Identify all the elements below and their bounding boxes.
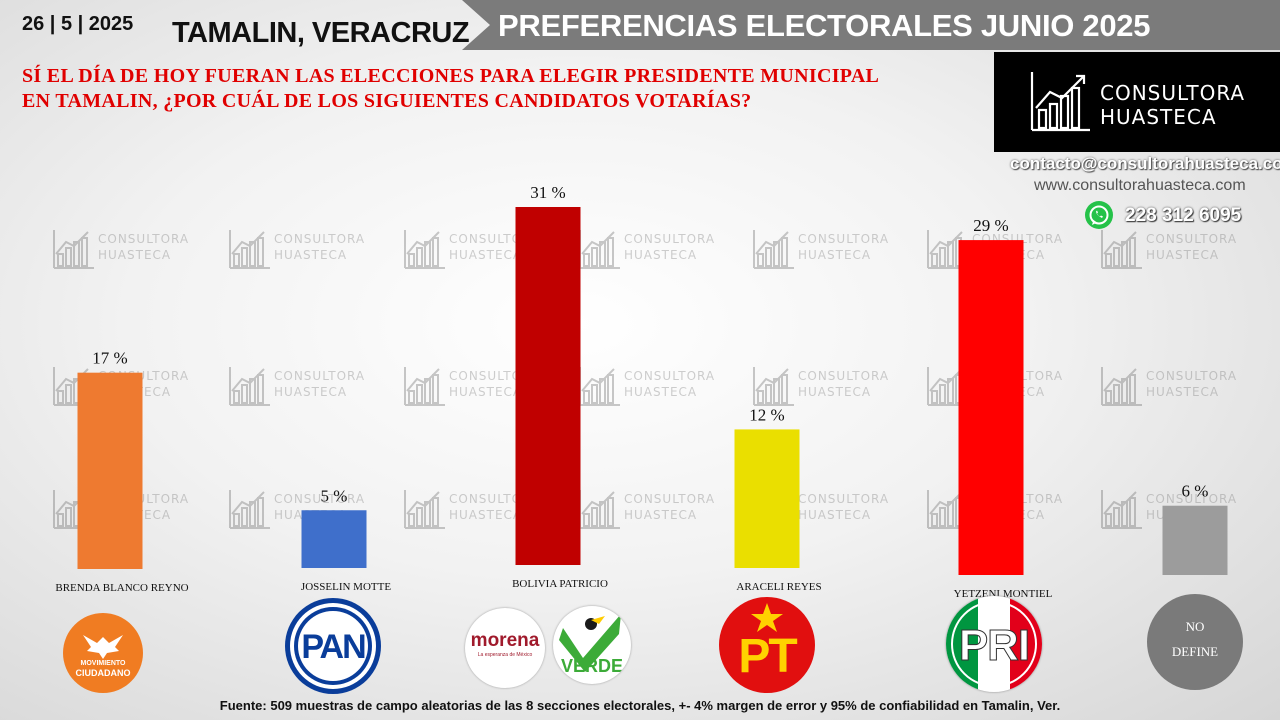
brand-name: CONSULTORA HUASTECA <box>1100 81 1246 129</box>
bar <box>77 372 143 569</box>
website-link[interactable]: www.consultorahuasteca.com <box>1034 177 1246 194</box>
question-line-2: EN TAMALIN, ¿POR CUÁL DE LOS SIGUIENTES … <box>22 90 752 112</box>
bar-value-label: 6 % <box>1182 482 1209 501</box>
page-title: PREFERENCIAS ELECTORALES JUNIO 2025 <box>498 8 1151 43</box>
chart-growth-icon <box>1030 72 1090 132</box>
source-footnote: Fuente: 509 muestras de campo aleatorias… <box>219 698 1061 713</box>
movimiento-ciudadano-logo: MOVIMIENTO CIUDADANO <box>63 613 143 693</box>
pt-logo: PT <box>719 597 815 693</box>
survey-question: SÍ EL DÍA DE HOY FUERAN LAS ELECCIONES P… <box>22 64 962 114</box>
category-label: BOLIVIA PATRICIO <box>512 578 608 590</box>
bar <box>1162 505 1228 575</box>
bar-value-label: 31 % <box>530 183 565 202</box>
survey-date: 26 | 5 | 2025 <box>22 13 134 35</box>
bar <box>515 207 581 565</box>
bar <box>734 429 800 568</box>
category-label: JOSSELIN MOTTE <box>301 581 391 593</box>
location-title: TAMALIN, VERACRUZ <box>172 17 470 49</box>
category-label: ARACELI REYES <box>736 581 821 593</box>
pan-logo: PAN <box>285 598 381 694</box>
question-line-1: SÍ EL DÍA DE HOY FUERAN LAS ELECCIONES P… <box>22 65 880 87</box>
verde-logo: VERDE <box>553 606 631 684</box>
title-banner <box>462 0 1280 50</box>
toucan-check-icon <box>559 614 621 672</box>
brand-logo-box <box>994 52 1280 152</box>
eagle-icon <box>83 635 123 659</box>
contact-phone[interactable]: 228 312 6095 <box>1125 205 1242 226</box>
bar <box>301 510 367 568</box>
bar-value-label: 5 % <box>321 486 348 505</box>
whatsapp-icon <box>1085 201 1113 229</box>
bar-value-label: 29 % <box>973 216 1008 235</box>
bar-value-label: 17 % <box>92 349 127 368</box>
bar <box>958 240 1024 575</box>
no-define-badge: NO DEFINE <box>1147 594 1243 690</box>
star-icon <box>751 603 783 632</box>
pri-logo: PRI <box>946 596 1042 692</box>
contact-email[interactable]: contacto@consultorahuasteca.com <box>1010 154 1280 173</box>
bar-value-label: 12 % <box>749 405 784 424</box>
morena-logo: morena La esperanza de México <box>465 608 545 688</box>
category-label: BRENDA BLANCO REYNO <box>55 582 188 594</box>
